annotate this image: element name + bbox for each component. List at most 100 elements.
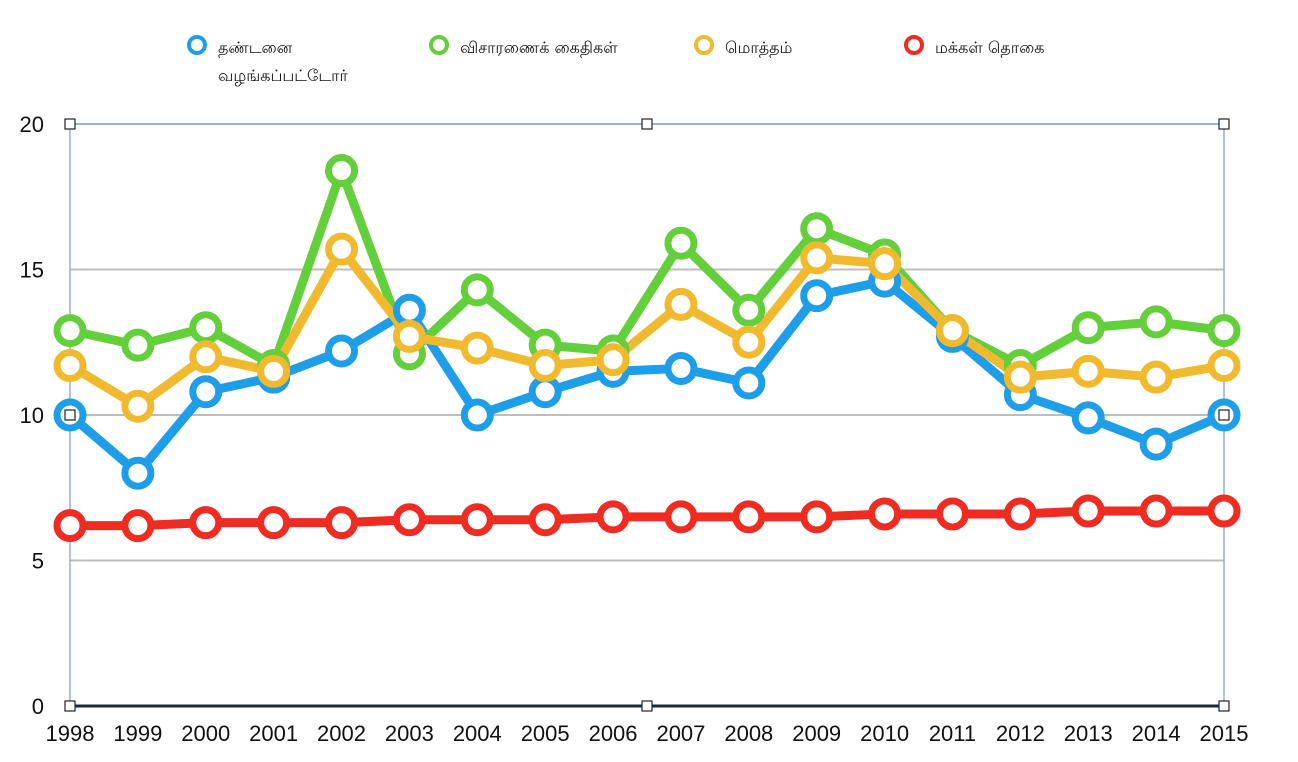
x-tick-label: 1998 (46, 721, 95, 746)
data-point-0-9 (664, 351, 698, 385)
legend-item-population: மக்கள் தொகை (903, 34, 1044, 62)
data-point-2-2 (189, 340, 223, 374)
data-point-1-9 (664, 226, 698, 260)
data-point-1-4 (325, 154, 359, 188)
data-point-1-11 (800, 212, 834, 246)
data-point-1-17 (1207, 314, 1241, 348)
data-point-3-1 (121, 509, 155, 543)
legend-marker-convicted (187, 35, 207, 55)
x-tick-label: 2008 (724, 721, 773, 746)
legend-item-total: மொத்தம் (693, 34, 792, 62)
data-point-2-8 (596, 343, 630, 377)
data-point-3-16 (1139, 494, 1173, 528)
resize-handle-4[interactable] (1218, 409, 1230, 421)
legend-label-total: மொத்தம் (725, 38, 793, 57)
data-point-3-11 (800, 500, 834, 534)
resize-handle-1[interactable] (641, 118, 653, 130)
x-tick-label: 2003 (385, 721, 434, 746)
data-point-2-6 (460, 331, 494, 365)
x-tick-label: 2012 (996, 721, 1045, 746)
data-point-2-5 (392, 319, 426, 353)
data-point-3-3 (257, 506, 291, 540)
x-tick-label: 1999 (113, 721, 162, 746)
x-tick-label: 2006 (589, 721, 638, 746)
data-point-3-4 (325, 506, 359, 540)
y-tick-label: 20 (20, 112, 44, 137)
resize-handle-0[interactable] (64, 118, 76, 130)
x-tick-label: 2005 (521, 721, 570, 746)
data-point-2-17 (1207, 349, 1241, 383)
x-tick-label: 2014 (1132, 721, 1181, 746)
data-point-2-9 (664, 287, 698, 321)
y-tick-label: 10 (20, 403, 44, 428)
data-point-3-13 (935, 497, 969, 531)
legend-item-undertrial: விசாரணைக் கைதிகள் (428, 34, 618, 62)
data-point-0-11 (800, 279, 834, 313)
data-point-2-15 (1071, 354, 1105, 388)
data-point-1-1 (121, 328, 155, 362)
data-point-2-11 (800, 241, 834, 275)
legend-marker-population (904, 35, 924, 55)
data-point-0-4 (325, 334, 359, 368)
data-point-3-0 (53, 509, 87, 543)
data-point-0-5 (392, 293, 426, 327)
resize-handle-6[interactable] (641, 700, 653, 712)
data-point-3-8 (596, 500, 630, 534)
data-point-2-0 (53, 349, 87, 383)
x-tick-label: 2001 (249, 721, 298, 746)
data-point-3-7 (528, 503, 562, 537)
resize-handle-3[interactable] (64, 409, 76, 421)
resize-handle-2[interactable] (1218, 118, 1230, 130)
x-tick-label: 2013 (1064, 721, 1113, 746)
data-point-2-10 (732, 325, 766, 359)
x-tick-label: 2009 (792, 721, 841, 746)
data-point-0-15 (1071, 401, 1105, 435)
y-tick-label: 5 (32, 549, 44, 574)
legend-item-convicted: தண்டனை வழங்கப்பட்டோர் (186, 34, 396, 90)
data-point-1-2 (189, 311, 223, 345)
series-line-3 (65, 506, 1229, 531)
x-tick-label: 2002 (317, 721, 366, 746)
y-tick-label: 15 (20, 258, 44, 283)
legend-label-population: மக்கள் தொகை (935, 38, 1045, 57)
x-tick-label: 2015 (1200, 721, 1249, 746)
data-point-3-17 (1207, 494, 1241, 528)
data-point-2-14 (1003, 360, 1037, 394)
data-point-3-12 (868, 497, 902, 531)
data-point-0-10 (732, 366, 766, 400)
y-tick-label: 0 (32, 694, 44, 719)
data-point-0-7 (528, 375, 562, 409)
data-point-3-6 (460, 503, 494, 537)
data-point-1-0 (53, 314, 87, 348)
legend-marker-total (694, 35, 714, 55)
resize-handle-5[interactable] (64, 700, 76, 712)
data-point-2-12 (868, 247, 902, 281)
data-point-1-15 (1071, 311, 1105, 345)
data-point-1-16 (1139, 305, 1173, 339)
legend-label-convicted: தண்டனை வழங்கப்பட்டோர் (218, 38, 348, 85)
x-tick-label: 2011 (929, 721, 976, 746)
data-point-2-16 (1139, 360, 1173, 394)
data-point-3-10 (732, 500, 766, 534)
data-point-3-9 (664, 500, 698, 534)
x-tick-label: 2010 (860, 721, 909, 746)
data-point-0-1 (121, 456, 155, 490)
data-point-1-10 (732, 293, 766, 327)
data-point-2-4 (325, 232, 359, 266)
data-point-2-13 (935, 314, 969, 348)
data-point-3-2 (189, 506, 223, 540)
data-point-2-3 (257, 354, 291, 388)
data-point-3-15 (1071, 494, 1105, 528)
data-point-2-1 (121, 389, 155, 423)
data-point-3-5 (392, 503, 426, 537)
data-point-2-7 (528, 349, 562, 383)
resize-handle-7[interactable] (1218, 700, 1230, 712)
data-point-0-2 (189, 375, 223, 409)
x-tick-label: 2000 (181, 721, 230, 746)
x-tick-label: 2004 (453, 721, 502, 746)
data-point-1-6 (460, 273, 494, 307)
data-point-0-6 (460, 398, 494, 432)
x-tick-label: 2007 (656, 721, 705, 746)
